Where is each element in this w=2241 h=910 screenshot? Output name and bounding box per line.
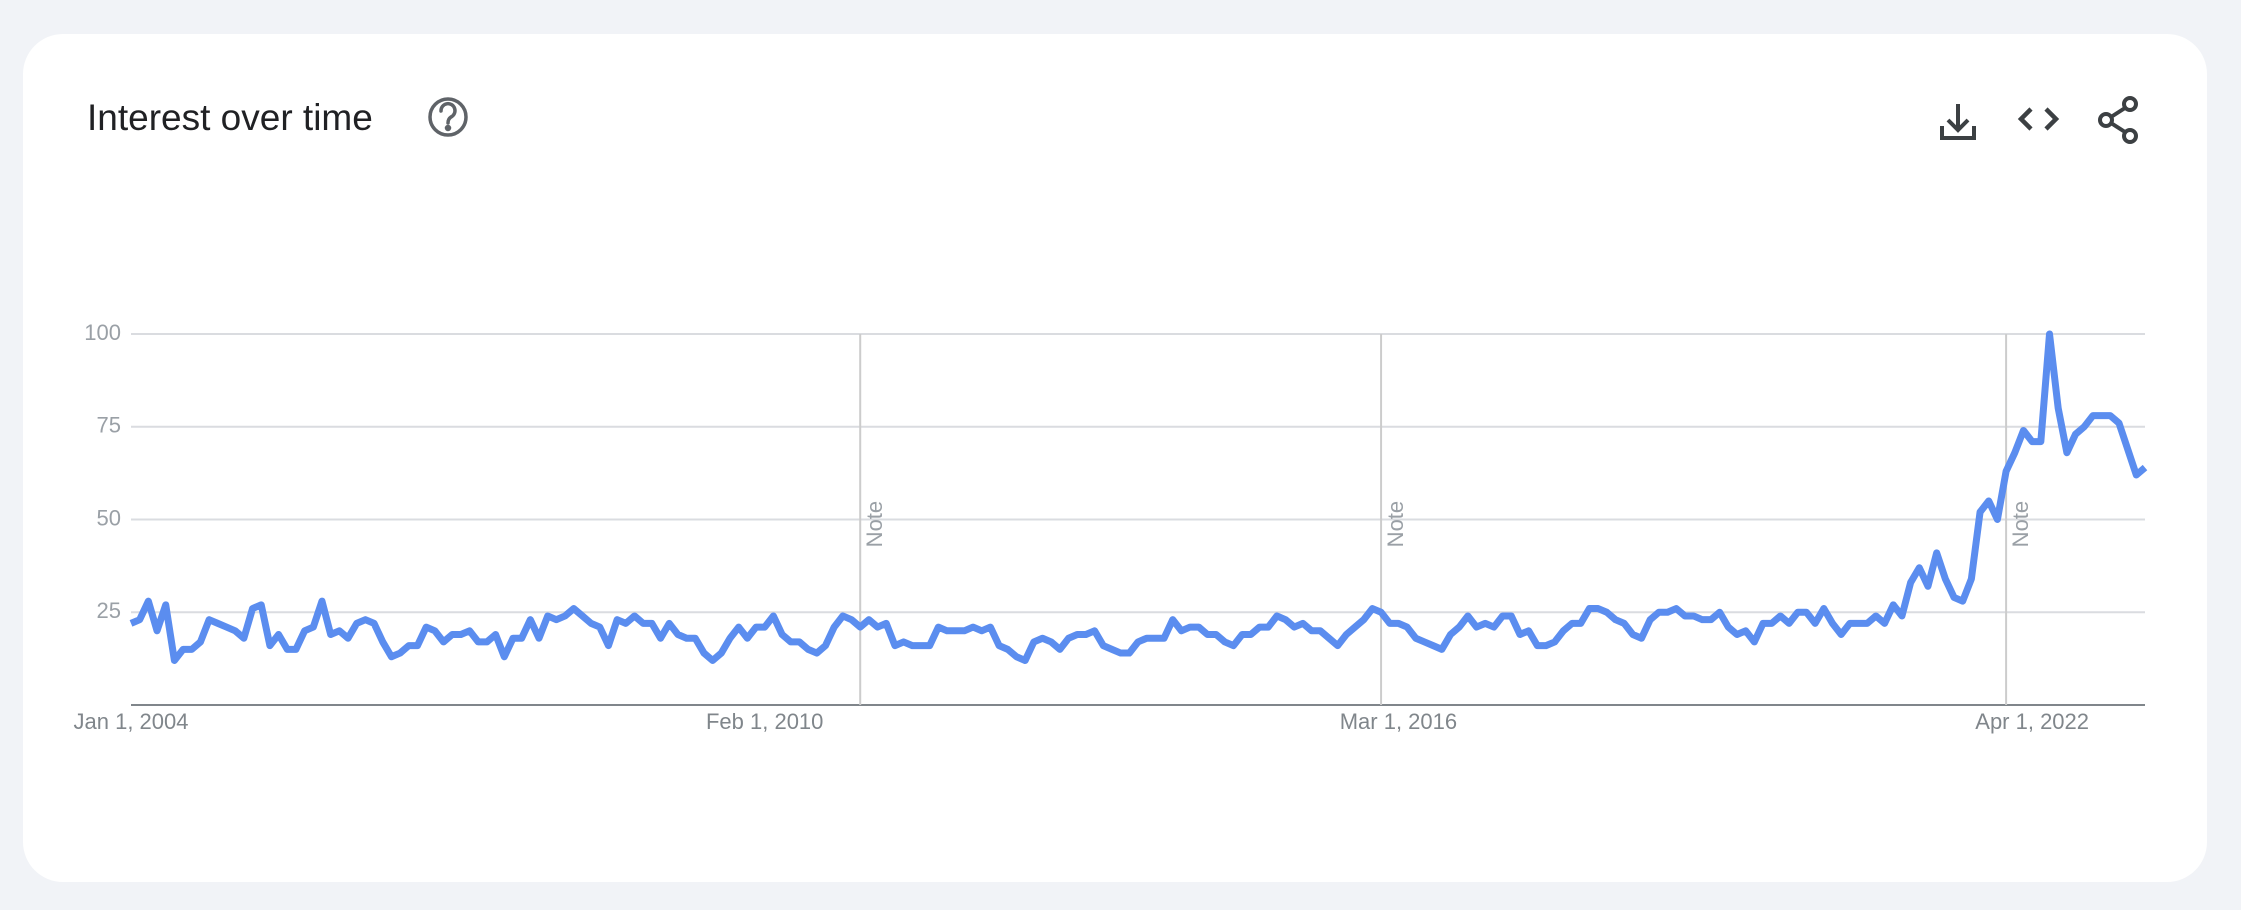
help-icon[interactable] <box>428 97 468 137</box>
embed-icon[interactable] <box>2017 107 2060 131</box>
card <box>23 34 2207 882</box>
y-tick-label: 25 <box>97 598 121 623</box>
note-label: Note <box>1383 501 1408 547</box>
download-icon[interactable] <box>1940 104 1976 140</box>
trend-line <box>129 330 2148 664</box>
x-tick-label: Mar 1, 2016 <box>1340 709 1457 734</box>
x-tick-label: Apr 1, 2022 <box>1975 709 2089 734</box>
share-icon[interactable] <box>2098 96 2138 144</box>
x-tick-label: Jan 1, 2004 <box>74 709 189 734</box>
x-tick-label: Feb 1, 2010 <box>706 709 823 734</box>
note-label: Note <box>862 501 887 547</box>
y-tick-label: 75 <box>97 413 121 438</box>
note-label: Note <box>2008 501 2033 547</box>
chart-title: Interest over time <box>87 97 373 138</box>
y-tick-label: 100 <box>84 320 121 345</box>
y-tick-label: 50 <box>97 505 121 530</box>
